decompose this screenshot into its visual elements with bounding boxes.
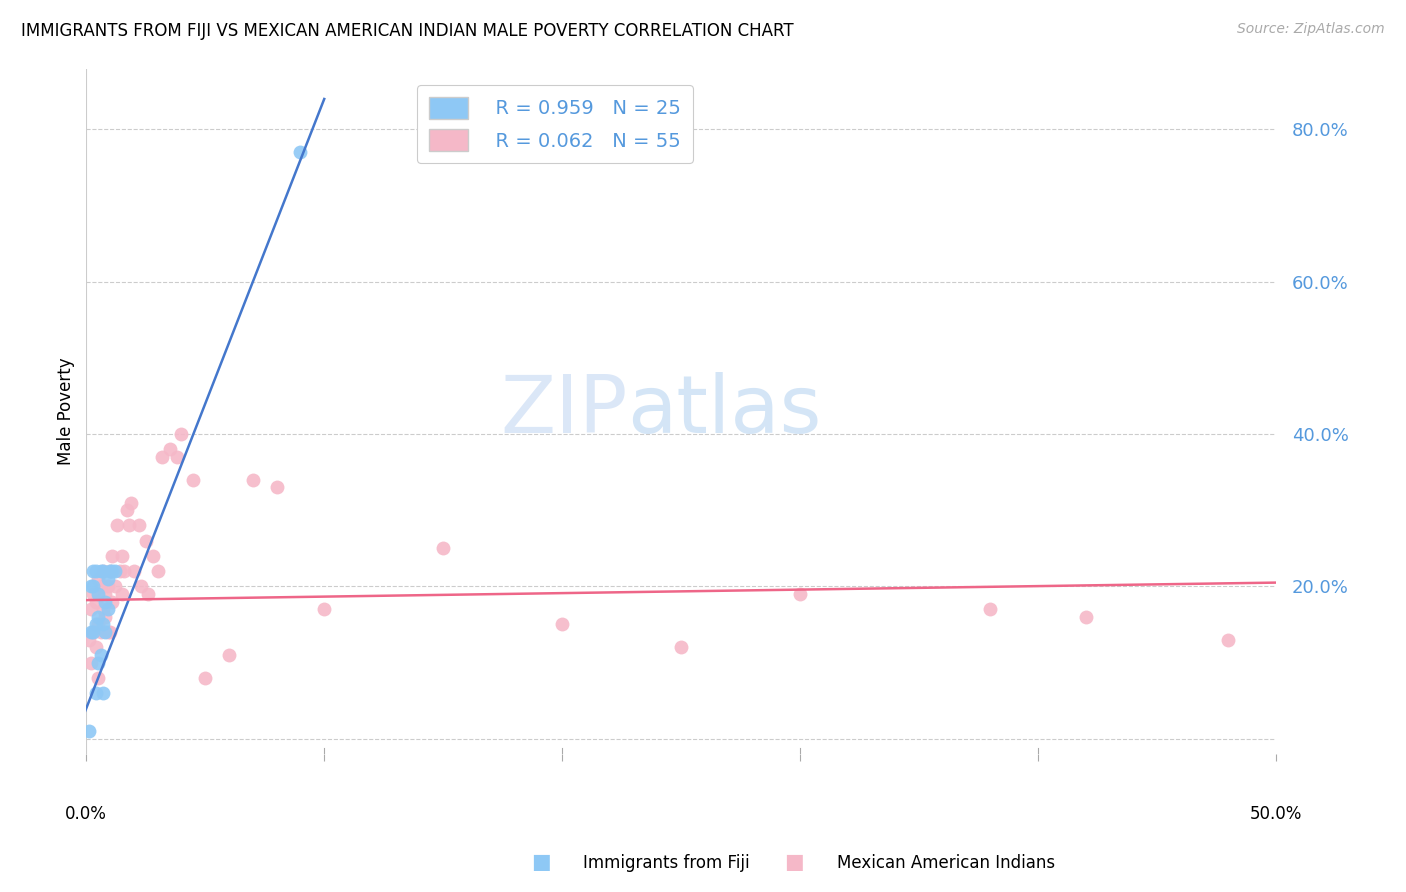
Point xyxy=(122,564,145,578)
Point xyxy=(87,610,110,624)
Legend:   R = 0.959   N = 25,   R = 0.062   N = 55: R = 0.959 N = 25, R = 0.062 N = 55 xyxy=(418,85,693,163)
Point xyxy=(80,579,103,593)
Point xyxy=(84,640,107,655)
Point xyxy=(97,625,120,640)
Point xyxy=(146,564,169,578)
Point xyxy=(98,625,121,640)
Point xyxy=(80,602,103,616)
Text: atlas: atlas xyxy=(627,372,823,450)
Point xyxy=(266,480,288,494)
Point xyxy=(90,579,112,593)
Point xyxy=(118,518,141,533)
Point xyxy=(111,549,134,563)
Point xyxy=(111,587,134,601)
Point xyxy=(87,671,110,685)
Point xyxy=(183,473,205,487)
Point xyxy=(194,671,217,685)
Point xyxy=(129,579,152,593)
Text: Immigrants from Fiji: Immigrants from Fiji xyxy=(583,855,751,872)
Point xyxy=(77,632,100,647)
Point xyxy=(97,579,120,593)
Point xyxy=(91,564,114,578)
Point xyxy=(80,625,103,640)
Point xyxy=(551,617,574,632)
Point xyxy=(87,587,110,601)
Point xyxy=(90,648,112,662)
Point xyxy=(136,587,159,601)
Point xyxy=(98,564,121,578)
Point xyxy=(94,594,117,608)
Point xyxy=(90,564,112,578)
Point xyxy=(170,427,193,442)
Point xyxy=(97,602,120,616)
Point xyxy=(104,579,127,593)
Point xyxy=(82,587,104,601)
Point xyxy=(432,541,454,556)
Point xyxy=(104,564,127,578)
Point xyxy=(80,656,103,670)
Point xyxy=(87,617,110,632)
Point xyxy=(242,473,264,487)
Point xyxy=(142,549,165,563)
Point xyxy=(97,572,120,586)
Point xyxy=(135,533,157,548)
Point xyxy=(1074,610,1097,624)
Point xyxy=(121,495,143,509)
Point xyxy=(82,625,104,640)
Text: 0.0%: 0.0% xyxy=(65,805,107,823)
Point xyxy=(91,617,114,632)
Point xyxy=(101,564,124,578)
Point xyxy=(101,549,124,563)
Text: IMMIGRANTS FROM FIJI VS MEXICAN AMERICAN INDIAN MALE POVERTY CORRELATION CHART: IMMIGRANTS FROM FIJI VS MEXICAN AMERICAN… xyxy=(21,22,794,40)
Point xyxy=(314,602,336,616)
Point xyxy=(94,625,117,640)
Point xyxy=(82,579,104,593)
Point xyxy=(101,594,124,608)
Text: Mexican American Indians: Mexican American Indians xyxy=(837,855,1054,872)
Point xyxy=(94,587,117,601)
Point xyxy=(87,656,110,670)
Text: ZIP: ZIP xyxy=(501,372,627,450)
Text: ■: ■ xyxy=(531,853,551,872)
Point xyxy=(108,564,131,578)
Point xyxy=(84,594,107,608)
Point xyxy=(94,610,117,624)
Point xyxy=(91,602,114,616)
Point xyxy=(112,564,135,578)
Point xyxy=(1218,632,1240,647)
Point xyxy=(218,648,240,662)
Point xyxy=(84,617,107,632)
Point xyxy=(84,686,107,700)
Point xyxy=(979,602,1001,616)
Point xyxy=(91,686,114,700)
Point xyxy=(87,572,110,586)
Point xyxy=(789,587,811,601)
Point xyxy=(91,564,114,578)
Point xyxy=(669,640,692,655)
Point xyxy=(152,450,174,464)
Point xyxy=(128,518,150,533)
Point xyxy=(166,450,188,464)
Text: ■: ■ xyxy=(785,853,804,872)
Point xyxy=(82,625,104,640)
Point xyxy=(77,724,100,739)
Point xyxy=(159,442,181,457)
Point xyxy=(98,564,121,578)
Point xyxy=(115,503,138,517)
Point xyxy=(90,625,112,640)
Text: Source: ZipAtlas.com: Source: ZipAtlas.com xyxy=(1237,22,1385,37)
Point xyxy=(84,564,107,578)
Point xyxy=(290,145,312,160)
Y-axis label: Male Poverty: Male Poverty xyxy=(58,358,75,465)
Point xyxy=(82,564,104,578)
Point xyxy=(105,518,128,533)
Text: 50.0%: 50.0% xyxy=(1250,805,1302,823)
